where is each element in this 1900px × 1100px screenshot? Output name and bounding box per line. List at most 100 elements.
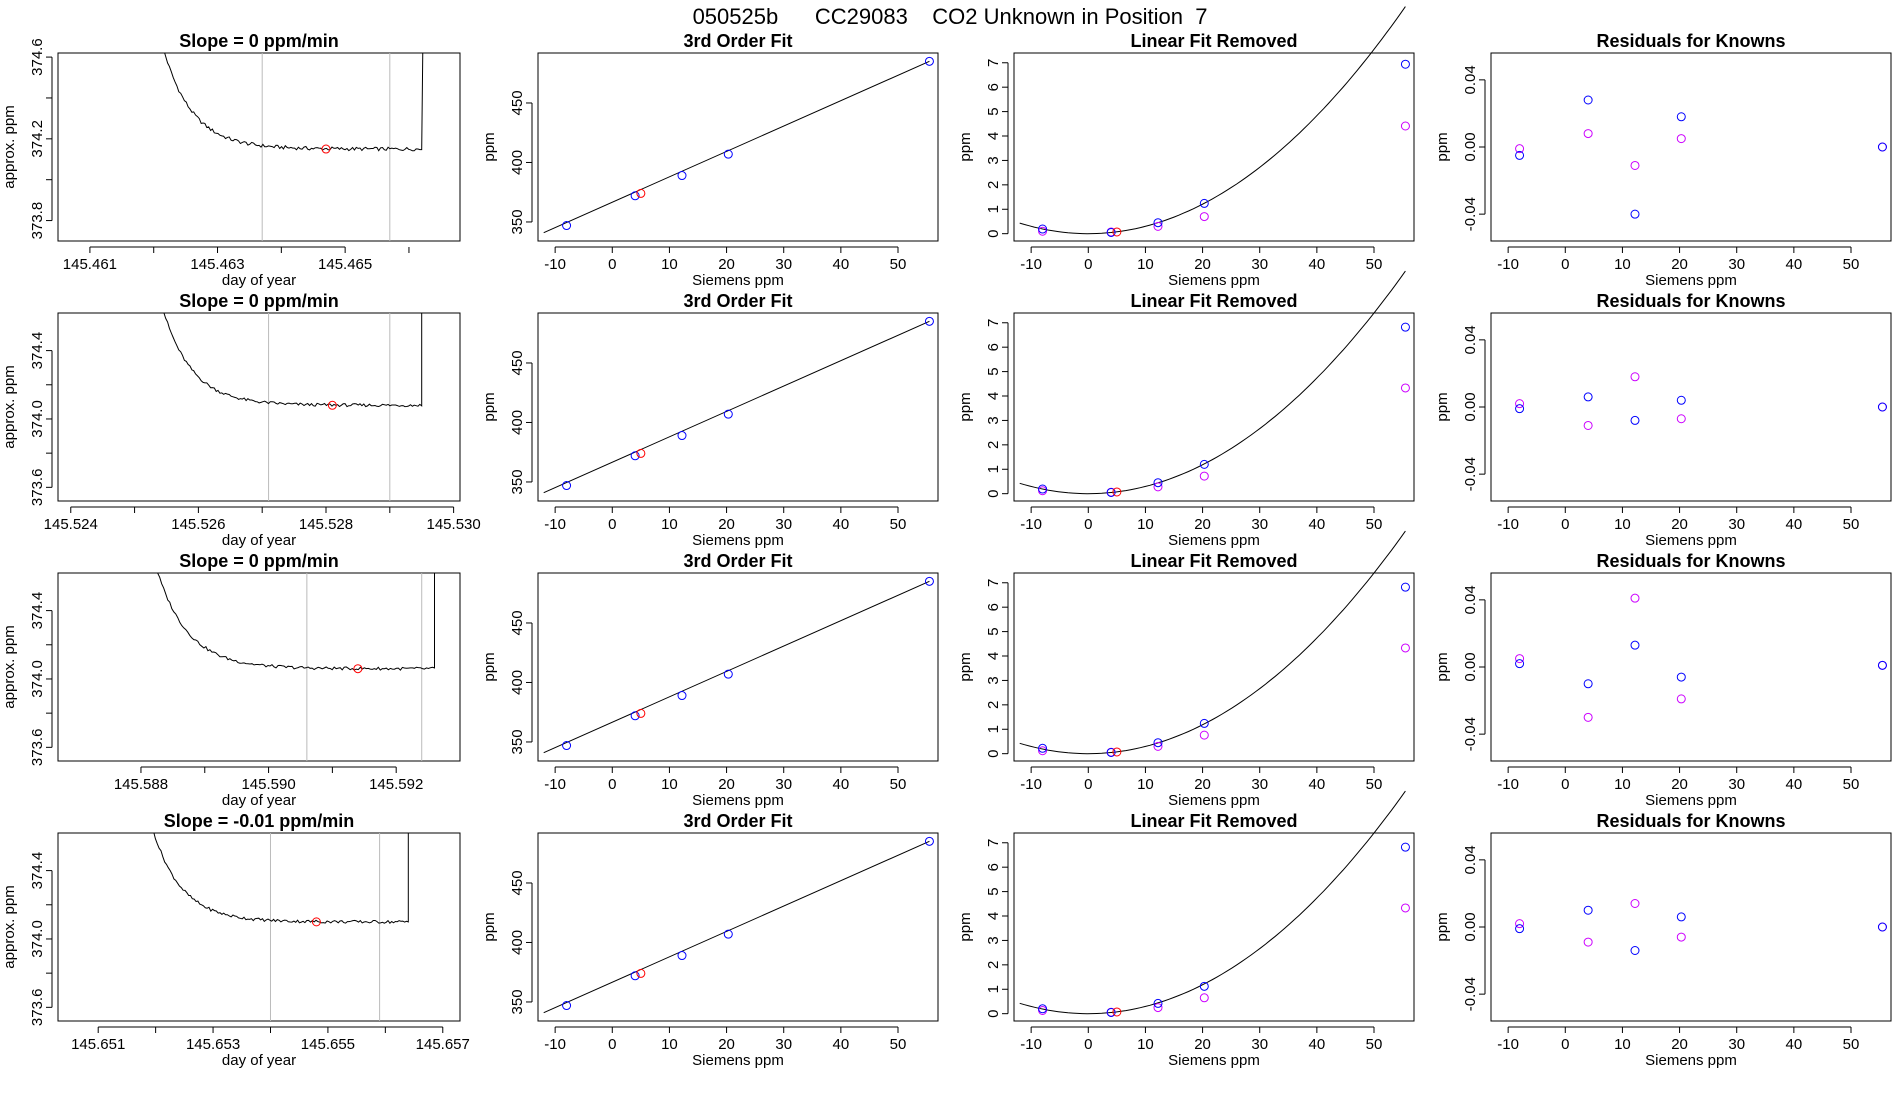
row2-residuals-x-tick-label: 30 xyxy=(1728,516,1745,533)
row4-residuals-known-point xyxy=(1676,912,1686,922)
row1-residuals-alt-point xyxy=(1630,160,1640,170)
row4-residuals-known-point xyxy=(1630,946,1640,955)
row3-linear-removed-y-tick-label: 7 xyxy=(985,579,1002,587)
row2-residuals-x-tick-label: 40 xyxy=(1786,516,1803,533)
row2-residuals-alt-point xyxy=(1676,414,1686,424)
row2-linear-removed-y-tick-label: 7 xyxy=(985,319,1002,327)
row2-residuals-y-tick-label: -0.04 xyxy=(1462,457,1479,491)
row3-linear-removed-alt-point xyxy=(1400,643,1410,653)
row4-fit-x-tick-label: 10 xyxy=(661,1036,678,1053)
row2-timeseries-x-tick-label: 145.530 xyxy=(427,516,481,533)
row2-linear-removed-title: Linear Fit Removed xyxy=(1130,291,1297,311)
row3-timeseries-x-tick-label: 145.590 xyxy=(241,776,295,793)
row1-linear-removed-known-point xyxy=(1199,198,1209,208)
row4-linear-removed-known-point xyxy=(1400,842,1410,852)
row4-linear-removed-unknown-point xyxy=(1112,1007,1122,1017)
row3-timeseries-trace xyxy=(157,573,435,671)
row2-fit-y-tick-label: 400 xyxy=(509,410,526,435)
row2-fit-frame xyxy=(537,312,939,502)
row3-residuals-known-point xyxy=(1877,660,1887,670)
row1-residuals-y-label: ppm xyxy=(1434,132,1451,161)
row2-linear-removed-y-tick-label: 5 xyxy=(985,367,1002,375)
row4-residuals-x-tick-label: 10 xyxy=(1614,1036,1631,1053)
row3-residuals-x-tick-label: 20 xyxy=(1671,776,1688,793)
row3-fit-known-point xyxy=(723,669,733,679)
row2-fit-y-tick-label: 450 xyxy=(509,350,526,375)
row1-fit-y-tick-label: 450 xyxy=(509,90,526,115)
row1-fit-y-tick-label: 400 xyxy=(509,150,526,175)
row3-timeseries-y-tick-label: 374.4 xyxy=(29,592,46,630)
row2-fit-x-tick-label: 30 xyxy=(775,516,792,533)
row3-fit-frame xyxy=(537,572,939,762)
row4-linear-removed-x-tick-label: 50 xyxy=(1366,1036,1383,1053)
row1-linear-removed-alt-point xyxy=(1038,226,1048,236)
row2-residuals-known-point xyxy=(1630,415,1640,425)
row1-linear-removed-y-tick-label: 5 xyxy=(985,107,1002,115)
row4-timeseries-y-tick-label: 374.4 xyxy=(29,852,46,890)
row1-timeseries-unknown-point xyxy=(321,144,331,154)
row2-fit-unknown-point xyxy=(636,448,646,458)
row4-residuals-x-tick-label: 20 xyxy=(1671,1036,1688,1053)
row1-residuals-frame xyxy=(1490,52,1892,242)
row2-linear-removed-alt-point xyxy=(1038,486,1048,496)
row3-linear-removed-y-tick-label: 6 xyxy=(985,603,1002,611)
row1-residuals-alt-point xyxy=(1676,134,1686,144)
row3-residuals-alt-point xyxy=(1515,654,1525,664)
row4-timeseries-unknown-point xyxy=(311,917,321,927)
row1-fit-x-tick-label: 40 xyxy=(833,256,850,273)
row4-timeseries-y-tick-label: 374.0 xyxy=(29,920,46,958)
row2-linear-removed-y-tick-label: 3 xyxy=(985,416,1002,424)
row3-fit-title: 3rd Order Fit xyxy=(683,551,792,571)
row4-residuals-x-tick-label: 30 xyxy=(1728,1036,1745,1053)
row1-timeseries-x-label: day of year xyxy=(222,272,296,289)
row3-residuals-known-point xyxy=(1630,640,1640,650)
row1-fit-x-tick-label: 0 xyxy=(608,256,616,273)
row1-fit-x-tick-label: 30 xyxy=(775,256,792,273)
row4-fit-x-tick-label: 0 xyxy=(608,1036,616,1053)
row4-fit-y-tick-label: 350 xyxy=(509,989,526,1014)
row1-linear-removed-y-tick-label: 3 xyxy=(985,156,1002,164)
row1-linear-removed-known-point xyxy=(1400,59,1410,69)
row1-linear-removed-y-label: ppm xyxy=(957,132,974,161)
row2-timeseries-y-tick-label: 373.6 xyxy=(29,469,46,507)
row2-fit-known-point xyxy=(723,409,733,419)
row1-fit-known-point xyxy=(677,171,687,181)
row1-residuals-x-tick-label: -10 xyxy=(1497,256,1519,273)
row4-linear-removed-y-tick-label: 6 xyxy=(985,863,1002,871)
row1-residuals-title: Residuals for Knowns xyxy=(1596,31,1785,51)
row4-linear-removed-x-tick-label: 30 xyxy=(1251,1036,1268,1053)
row4-timeseries-title: Slope = -0.01 ppm/min xyxy=(164,811,355,831)
row3-fit-y-tick-label: 450 xyxy=(509,610,526,635)
row3-residuals-x-tick-label: 10 xyxy=(1614,776,1631,793)
row1-fit-x-tick-label: 10 xyxy=(661,256,678,273)
row2-residuals-alt-point xyxy=(1583,420,1593,430)
row4-residuals-known-point xyxy=(1515,924,1525,934)
row1-residuals-known-point xyxy=(1877,142,1887,152)
row2-fit-y-tick-label: 350 xyxy=(509,469,526,494)
row4-linear-removed-title: Linear Fit Removed xyxy=(1130,811,1297,831)
row2-linear-removed-y-tick-label: 4 xyxy=(985,392,1002,400)
row3-linear-removed-x-tick-label: 20 xyxy=(1194,776,1211,793)
row3-residuals-alt-point xyxy=(1676,694,1686,704)
row4-residuals-x-tick-label: -10 xyxy=(1497,1036,1519,1053)
row4-linear-removed-alt-point xyxy=(1153,1003,1163,1013)
row4-residuals-title: Residuals for Knowns xyxy=(1596,811,1785,831)
row4-linear-removed-alt-point xyxy=(1199,993,1209,1003)
row4-timeseries-x-tick-label: 145.653 xyxy=(186,1036,240,1053)
row1-linear-removed-known-point xyxy=(1106,227,1116,237)
row1-linear-removed-alt-point xyxy=(1199,212,1209,222)
row3-residuals-alt-point xyxy=(1630,593,1640,603)
row3-residuals-x-tick-label: 50 xyxy=(1843,776,1860,793)
row3-linear-removed-y-tick-label: 4 xyxy=(985,652,1002,660)
row3-linear-removed-alt-point xyxy=(1199,730,1209,740)
row3-linear-removed-title: Linear Fit Removed xyxy=(1130,551,1297,571)
row3-fit-x-tick-label: 10 xyxy=(661,776,678,793)
row4-linear-removed-fit-curve xyxy=(1019,790,1406,1015)
row1-linear-removed-y-tick-label: 6 xyxy=(985,83,1002,91)
row4-linear-removed-x-tick-label: 20 xyxy=(1194,1036,1211,1053)
row3-linear-removed-alt-point xyxy=(1038,746,1048,756)
row3-timeseries-frame xyxy=(57,572,461,762)
row2-residuals-known-point xyxy=(1877,402,1887,412)
row2-residuals-alt-point xyxy=(1515,399,1525,409)
row4-residuals-x-label: Siemens ppm xyxy=(1645,1052,1737,1069)
